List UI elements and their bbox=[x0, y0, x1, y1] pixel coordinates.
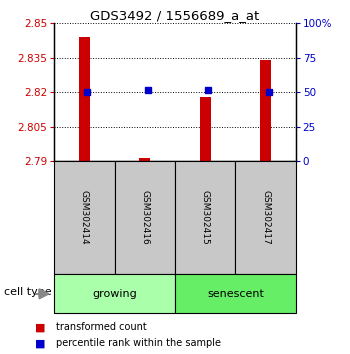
Text: GSM302417: GSM302417 bbox=[261, 190, 270, 245]
Text: GDS3492 / 1556689_a_at: GDS3492 / 1556689_a_at bbox=[90, 9, 260, 22]
Bar bbox=[139, 158, 150, 161]
Text: senescent: senescent bbox=[207, 289, 264, 299]
Text: GSM302415: GSM302415 bbox=[201, 190, 210, 245]
Bar bbox=[200, 97, 211, 161]
Text: growing: growing bbox=[92, 289, 137, 299]
Bar bbox=[79, 37, 90, 161]
Text: ■: ■ bbox=[35, 338, 46, 348]
Text: percentile rank within the sample: percentile rank within the sample bbox=[56, 338, 221, 348]
Text: GSM302416: GSM302416 bbox=[140, 190, 149, 245]
Text: ■: ■ bbox=[35, 322, 46, 332]
Text: cell type: cell type bbox=[4, 287, 51, 297]
Text: GSM302414: GSM302414 bbox=[80, 190, 89, 245]
Text: transformed count: transformed count bbox=[56, 322, 147, 332]
Bar bbox=[260, 60, 271, 161]
